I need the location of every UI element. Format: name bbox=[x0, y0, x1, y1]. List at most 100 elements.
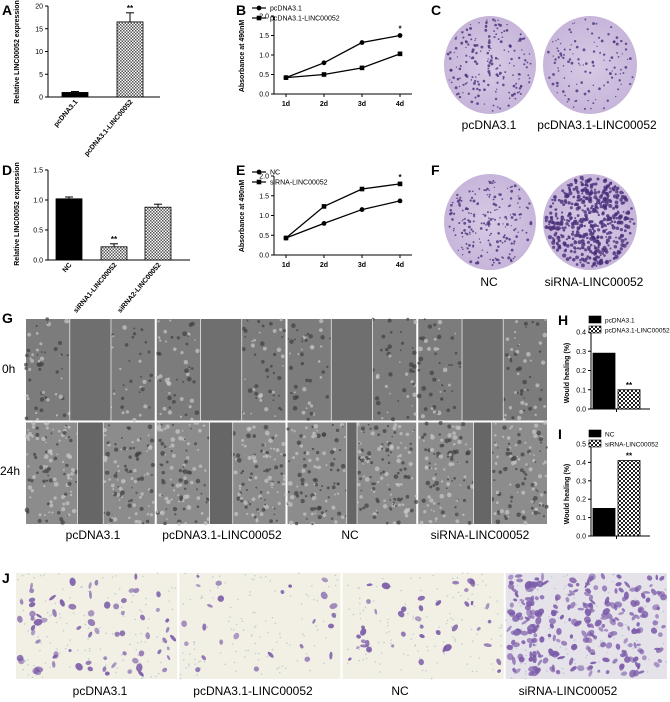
pore-dot bbox=[524, 672, 527, 675]
pore-dot bbox=[662, 610, 665, 613]
cell-speck bbox=[530, 499, 534, 504]
stained-cell bbox=[487, 619, 492, 624]
pore-dot bbox=[17, 578, 19, 581]
pore-dot bbox=[634, 598, 637, 600]
cell-speck bbox=[273, 458, 276, 461]
colony-dot bbox=[547, 50, 550, 54]
cell-speck bbox=[515, 320, 519, 324]
colony-dot bbox=[468, 231, 471, 234]
colony-dot bbox=[501, 241, 504, 244]
colony-dot bbox=[509, 46, 512, 48]
colony-dot bbox=[611, 70, 613, 72]
pore-dot bbox=[573, 597, 575, 599]
pore-dot bbox=[621, 634, 624, 637]
stained-cell bbox=[512, 667, 517, 673]
cell-speck bbox=[319, 488, 322, 492]
cell-speck bbox=[251, 513, 255, 517]
pore-dot bbox=[334, 574, 337, 577]
colony-dot bbox=[490, 54, 493, 57]
pore-dot bbox=[252, 611, 254, 614]
stained-cell bbox=[611, 618, 616, 622]
stained-cell bbox=[593, 585, 599, 591]
cell-speck bbox=[306, 417, 310, 421]
colony-dot bbox=[597, 246, 600, 249]
pore-dot bbox=[88, 658, 90, 660]
cell-speck bbox=[430, 407, 434, 410]
cell-speck bbox=[247, 455, 252, 461]
cell-speck bbox=[528, 446, 532, 449]
cell-speck bbox=[370, 461, 374, 465]
cell-speck bbox=[158, 493, 163, 497]
stained-cell bbox=[612, 658, 618, 664]
cell-speck bbox=[411, 347, 414, 349]
y-tick-label: 0.2 bbox=[576, 497, 586, 504]
legend-label: NC bbox=[605, 432, 615, 439]
y-tick-label: 0.3 bbox=[576, 478, 586, 485]
cell-speck bbox=[203, 484, 206, 487]
colony-dot bbox=[597, 255, 601, 259]
colony-dot bbox=[580, 81, 583, 84]
cell-speck bbox=[243, 444, 247, 448]
stained-cell bbox=[497, 669, 501, 673]
pore-dot bbox=[357, 586, 360, 589]
cell-speck bbox=[46, 321, 49, 324]
panel-label-h: H bbox=[558, 312, 569, 328]
colony-dot bbox=[454, 37, 457, 40]
colony-dot bbox=[601, 252, 605, 255]
cell-speck bbox=[512, 455, 517, 461]
colony-dot bbox=[608, 187, 612, 190]
colony-dot bbox=[553, 61, 557, 65]
colony-dot bbox=[499, 64, 501, 67]
colony-dot bbox=[488, 39, 491, 42]
pore-dot bbox=[230, 606, 232, 609]
stained-cell bbox=[69, 577, 76, 587]
cell-speck bbox=[113, 460, 117, 464]
cell-speck bbox=[432, 476, 436, 481]
cell-speck bbox=[360, 489, 363, 492]
colony-dot bbox=[562, 228, 566, 232]
colony-dot bbox=[593, 249, 598, 254]
colony-dot bbox=[631, 76, 634, 79]
y-tick-label: 1.0 bbox=[33, 198, 43, 205]
colony-dot bbox=[620, 39, 623, 43]
cell-speck bbox=[128, 500, 131, 503]
colony-dot bbox=[573, 250, 577, 254]
colony-dot bbox=[492, 261, 495, 264]
cell-speck bbox=[526, 389, 530, 392]
pore-dot bbox=[414, 644, 416, 647]
stained-cell bbox=[632, 656, 639, 662]
pore-dot bbox=[311, 585, 313, 587]
colony-dot bbox=[588, 221, 592, 224]
stained-cell bbox=[88, 631, 93, 638]
colony-dot bbox=[458, 95, 462, 99]
data-point bbox=[359, 65, 365, 71]
colony-dot bbox=[462, 36, 465, 39]
cell-speck bbox=[434, 467, 438, 471]
colony-dot bbox=[464, 232, 467, 235]
colony-dot bbox=[600, 194, 604, 197]
cell-speck bbox=[50, 432, 53, 435]
colony-dot bbox=[570, 225, 575, 229]
pore-dot bbox=[520, 628, 523, 630]
colony-dot bbox=[523, 37, 526, 40]
colony-dot bbox=[513, 64, 515, 67]
data-point bbox=[321, 204, 327, 209]
cell-speck bbox=[467, 485, 471, 490]
cell-speck bbox=[515, 367, 520, 372]
cell-speck bbox=[417, 435, 421, 439]
cell-speck bbox=[234, 511, 239, 517]
cell-speck bbox=[303, 463, 307, 468]
colony-dot bbox=[480, 222, 483, 225]
cell-speck bbox=[111, 346, 114, 349]
cell-speck bbox=[446, 478, 449, 481]
stained-cell bbox=[588, 602, 593, 608]
stained-cell bbox=[88, 582, 92, 589]
pore-dot bbox=[485, 584, 487, 587]
pore-dot bbox=[466, 663, 468, 665]
cell-speck bbox=[168, 406, 171, 409]
colony-dot bbox=[489, 218, 493, 221]
colony-dot bbox=[476, 87, 479, 91]
colony-dot bbox=[589, 190, 594, 195]
stained-cell bbox=[53, 651, 59, 659]
colony-dot bbox=[490, 232, 493, 235]
